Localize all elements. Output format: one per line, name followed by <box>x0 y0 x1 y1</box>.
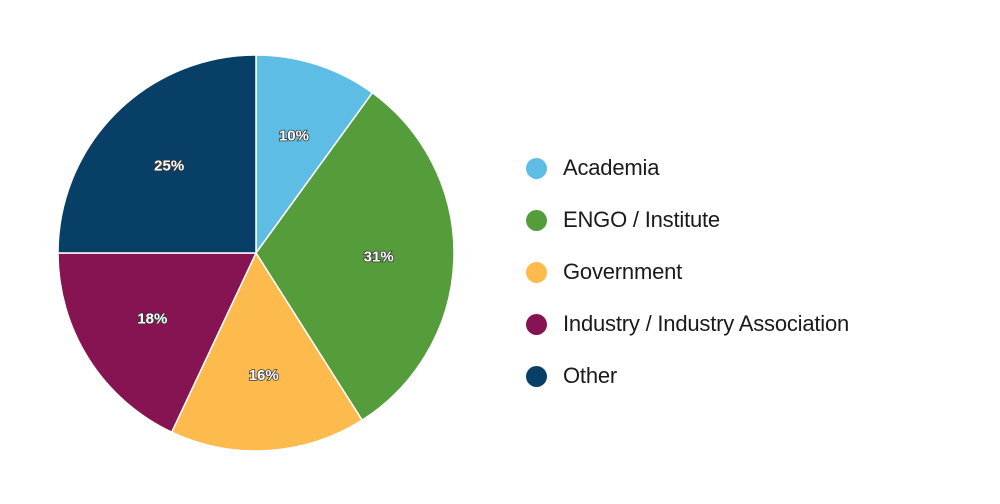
pie-slice-industry <box>57 252 258 434</box>
slice-label-government: 16% <box>249 367 279 384</box>
legend-label: Academia <box>563 155 660 180</box>
legend-item-industry: Industry / Industry Association <box>526 298 849 350</box>
pie-slice-engo-institute <box>255 91 455 422</box>
slice-label-other: 25% <box>154 158 184 175</box>
legend-item-academia: Academia <box>526 142 849 194</box>
legend-label: Other <box>563 363 618 388</box>
slice-label-engo-institute: 31% <box>364 248 394 265</box>
slice-label-industry: 18% <box>137 310 167 327</box>
legend-swatch-icon <box>526 209 547 231</box>
slice-label-academia: 10% <box>279 128 309 145</box>
pie-chart: 10% 31% 16% 18% 25% <box>57 54 455 452</box>
pie-slice-academia <box>255 54 374 256</box>
legend-label: Government <box>563 259 683 284</box>
legend-swatch-icon <box>526 365 547 387</box>
legend-swatch-icon <box>526 261 547 283</box>
chart-legend: Academia ENGO / Institute Government Ind… <box>526 142 849 402</box>
legend-item-engo-institute: ENGO / Institute <box>526 194 849 246</box>
legend-label: ENGO / Institute <box>563 207 720 232</box>
pie-slice-other <box>57 54 257 254</box>
legend-swatch-icon <box>526 157 547 179</box>
legend-item-government: Government <box>526 246 849 298</box>
legend-label: Industry / Industry Association <box>563 311 850 336</box>
legend-swatch-icon <box>526 313 547 335</box>
legend-item-other: Other <box>526 350 849 402</box>
pie-slice-government <box>170 251 364 452</box>
